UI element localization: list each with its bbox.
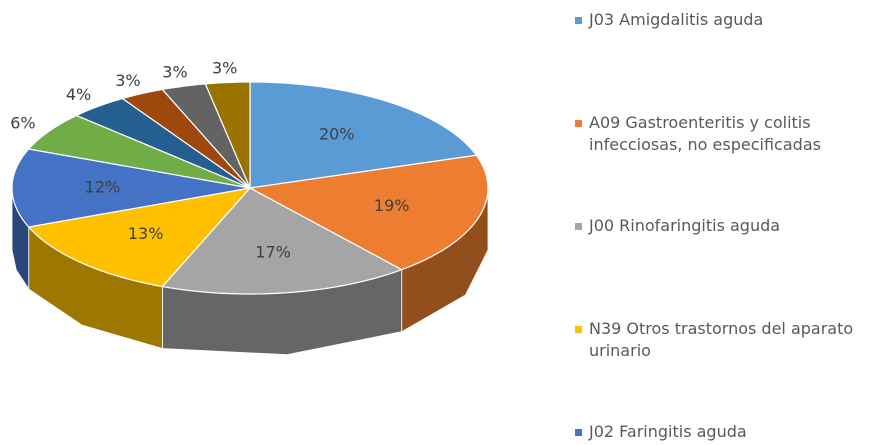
legend-label: J03 Amigdalitis aguda [589,10,764,29]
slice [249,81,478,189]
slice [248,154,489,271]
slice [75,97,251,189]
data-label: 4% [66,85,91,104]
slice [161,187,404,295]
legend-swatch [575,17,582,24]
legend-entry: J00 Rinofaringitis aguda [575,215,870,237]
legend-label: A09 Gastroenteritis y colitis infecciosa… [589,113,821,154]
pie-area: 20% 19% 17% 13% 12% 6% 4% 3% 3% 3% [10,58,489,356]
legend-entry: N39 Otros trastornos del aparato urinari… [575,318,870,362]
legend-label: J02 Faringitis aguda [589,422,747,441]
data-label: 20% [319,124,355,143]
legend-entry: J02 Faringitis aguda [575,421,870,443]
legend-entry: A09 Gastroenteritis y colitis infecciosa… [575,112,870,156]
legend-entry: J03 Amigdalitis aguda [575,9,870,31]
data-label: 17% [255,242,291,261]
data-label: 19% [374,196,410,215]
data-label: 3% [162,62,187,81]
legend-swatch [575,326,582,333]
data-label: 3% [212,58,237,77]
data-label: 13% [128,224,164,243]
slice [121,88,251,189]
slice [27,187,252,288]
data-label: 12% [85,178,121,197]
data-label: 3% [115,71,140,90]
legend-swatch [575,429,582,436]
legend-label: J00 Rinofaringitis aguda [589,216,781,235]
slice [11,148,251,228]
slice [204,81,251,189]
legend-swatch [575,223,582,230]
data-label: 6% [10,113,35,132]
slice [161,83,251,189]
legend-label: N39 Otros trastornos del aparato urinari… [589,319,854,360]
slice [27,114,251,189]
legend-swatch [575,120,582,127]
